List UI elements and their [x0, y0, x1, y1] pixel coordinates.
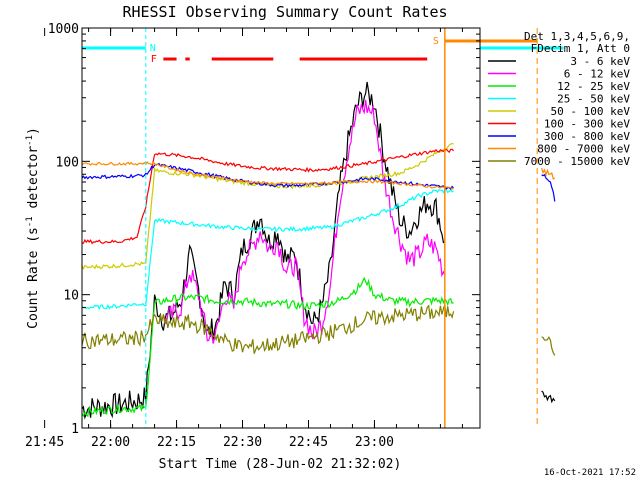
tail-line-0 — [541, 336, 556, 356]
axes: 21:45 22:00 22:15 22:30 22:45 23:00 1 10 100 1000 — [25, 22, 481, 450]
night-flag-label: N — [150, 43, 156, 54]
y-axis-label-end: ) — [26, 127, 41, 135]
x-tick-label: 22:30 — [223, 435, 262, 450]
legend-entry: 12 - 25 keV — [557, 80, 630, 93]
y-tick-label: 1 — [71, 422, 79, 437]
x-tick-label: 22:15 — [157, 435, 196, 450]
x-tick-label: 23:00 — [355, 435, 394, 450]
legend: Det 1,3,4,5,6,9,FDecim 1, Att 03 - 6 keV… — [488, 30, 630, 168]
plot-area — [82, 28, 480, 428]
series-line-7 — [81, 161, 454, 191]
generation-timestamp: 16-Oct-2021 17:52 — [544, 468, 636, 478]
legend-header-line: Det 1,3,4,5,6,9, — [524, 30, 630, 43]
series-line-4 — [81, 142, 454, 270]
series-line-0 — [81, 81, 446, 420]
x-tick-label: 22:45 — [289, 435, 328, 450]
y-tick-label: 100 — [56, 155, 79, 170]
axes-frame — [81, 27, 481, 429]
y-axis-label-mid: detector — [26, 146, 41, 217]
series-line-5 — [81, 148, 455, 245]
y-axis-label-main: Count Rate (s — [26, 227, 41, 329]
x-axis-label: Start Time (28-Jun-02 21:32:02) — [159, 457, 402, 472]
y-axis-label: Count Rate (s-1 detector-1) — [25, 127, 41, 329]
legend-entry: 7000 - 15000 keV — [524, 155, 630, 168]
x-tick-label: 21:45 — [25, 435, 64, 450]
series-line-2 — [81, 276, 454, 418]
y-axis-label-sup1: -1 — [25, 216, 35, 227]
y-tick-label: 10 — [63, 289, 79, 304]
chart-title: RHESSI Observing Summary Count Rates — [122, 3, 447, 21]
legend-entry: 3 - 6 keV — [570, 55, 630, 68]
plot-background — [82, 28, 480, 428]
legend-entry: 25 - 50 keV — [557, 93, 630, 106]
tail-line-1 — [541, 390, 556, 404]
series-line-3 — [81, 188, 454, 311]
legend-entry: 50 - 100 keV — [551, 105, 631, 118]
legend-entry: 100 - 300 keV — [544, 118, 630, 131]
tail-line-3 — [541, 167, 556, 180]
series-line-8 — [81, 304, 455, 354]
legend-entry: 800 - 7000 keV — [537, 143, 630, 156]
legend-entry: 300 - 800 keV — [544, 130, 630, 143]
saa-flag-label: S — [433, 36, 439, 47]
y-tick-label: 1000 — [48, 22, 79, 37]
legend-entry: 6 - 12 keV — [564, 68, 631, 81]
series-line-1 — [162, 99, 446, 344]
y-axis-label-sup2: -1 — [25, 135, 35, 146]
flare-flag-label: F — [151, 54, 157, 65]
data-curves — [81, 81, 556, 420]
x-tick-label: 22:00 — [91, 435, 130, 450]
legend-header-line: FDecim 1, Att 0 — [531, 42, 630, 55]
tail-line-2 — [541, 173, 556, 202]
